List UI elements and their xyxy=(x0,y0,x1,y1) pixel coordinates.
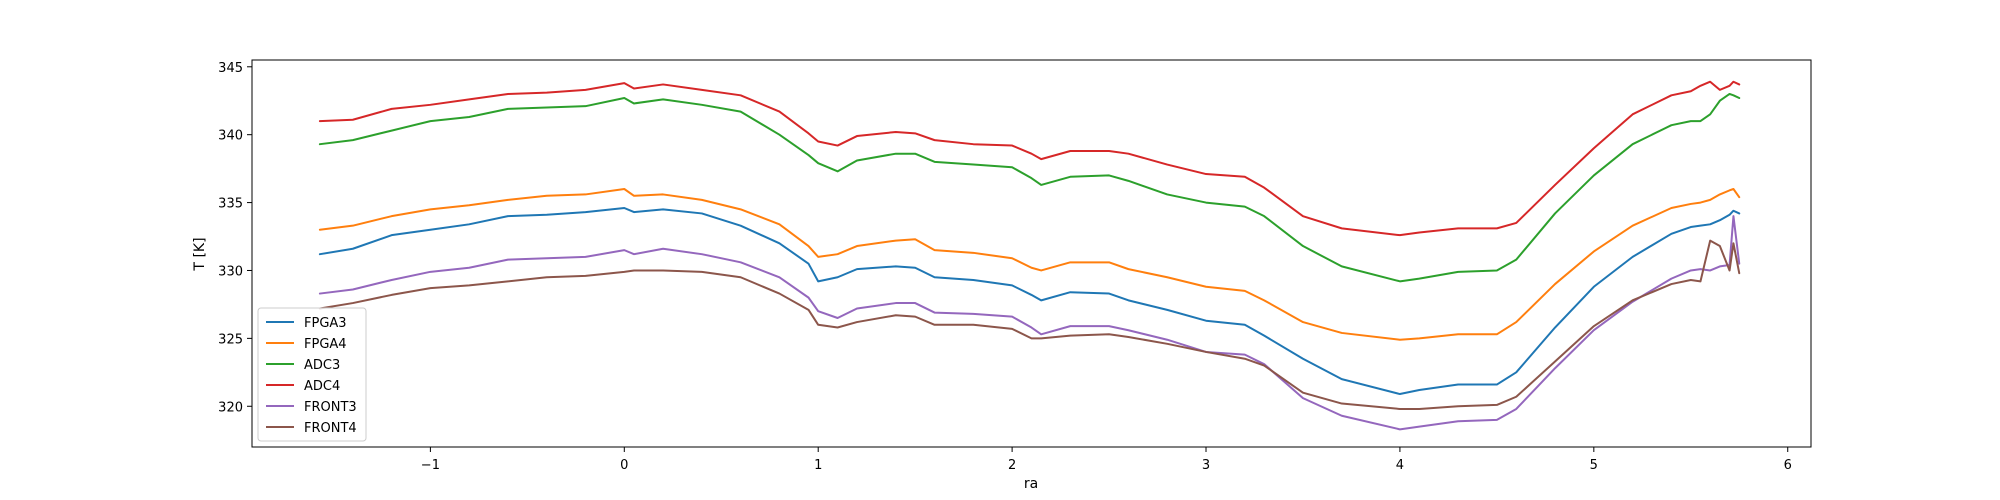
series-line-fpga3 xyxy=(318,207,1741,396)
legend: FPGA3 FPGA4 ADC3 ADC4 FRONT3 FRONT4 xyxy=(257,307,367,442)
legend-label-fpga3: FPGA3 xyxy=(304,316,347,331)
series-layer xyxy=(318,80,1741,431)
y-axis-label: T [K] xyxy=(192,237,208,271)
x-axis-label: ra xyxy=(1024,476,1038,492)
legend-label-front4: FRONT4 xyxy=(304,421,357,436)
y-tick-label: 325 xyxy=(218,332,243,347)
x-tick-label: 2 xyxy=(1008,458,1016,473)
series-line-adc4 xyxy=(318,80,1741,237)
y-tick-label: 340 xyxy=(218,129,243,144)
y-axis: 320 325 330 335 340 345 xyxy=(218,61,252,415)
y-tick-label: 330 xyxy=(218,264,243,279)
series-line-fpga4 xyxy=(318,188,1741,341)
y-tick-label: 335 xyxy=(218,197,243,212)
x-tick-label: 3 xyxy=(1202,458,1210,473)
x-tick-label: 4 xyxy=(1396,458,1404,473)
legend-label-fpga4: FPGA4 xyxy=(304,337,347,352)
legend-label-adc3: ADC3 xyxy=(304,358,340,373)
legend-label-adc4: ADC4 xyxy=(304,379,340,394)
x-tick-label: 5 xyxy=(1590,458,1598,473)
x-axis: −1 0 1 2 3 4 5 6 xyxy=(421,447,1792,473)
series-line-front3 xyxy=(318,215,1741,431)
x-tick-label: −1 xyxy=(421,458,440,473)
x-tick-label: 6 xyxy=(1784,458,1792,473)
plot-frame xyxy=(251,59,1812,448)
series-line-front4 xyxy=(318,239,1741,410)
x-tick-label: 1 xyxy=(814,458,822,473)
legend-label-front3: FRONT3 xyxy=(304,400,357,415)
x-tick-label: 0 xyxy=(620,458,628,473)
y-tick-label: 320 xyxy=(218,400,243,415)
legend-box xyxy=(257,307,367,442)
y-tick-label: 345 xyxy=(218,61,243,76)
series-line-adc3 xyxy=(318,92,1741,283)
